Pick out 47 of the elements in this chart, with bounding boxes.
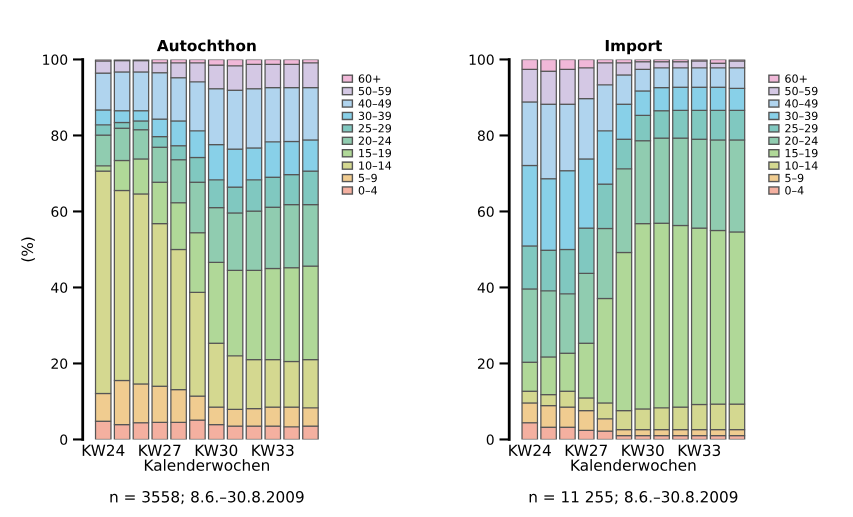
legend-label: 30–39 [785,112,818,120]
legend-label: 5–9 [358,174,377,182]
legend-label: 5–9 [785,174,804,182]
text: n = 3558; 8.6.–30.8.2009 [110,491,304,504]
x-tick-label: KW27 [139,444,180,456]
x-tick-label: KW30 [196,444,238,456]
legend-label: 10–14 [359,161,392,170]
x-tick-label: KW30 [622,444,664,456]
legend-label: 20–24 [785,136,818,145]
x-axis-title: Kalenderwochen [144,459,269,471]
legend-label: 30–39 [358,112,392,120]
text: n = 11 255; 8.6.–30.8.2009 [530,491,738,504]
legend-label: 50–59 [358,86,392,96]
legend-label: 0–4 [785,186,804,195]
x-axis-title: Kalenderwochen [571,459,696,471]
legend-label: 20–24 [358,136,392,145]
legend-label: 40–49 [358,99,392,108]
legend-label: 15–19 [786,148,818,158]
y-tick-label: 100 [470,54,494,65]
y-tick-label: 20 [51,358,68,369]
y-tick-label: 80 [478,130,494,141]
x-tick-label: KW24 [82,444,124,456]
chart-title: Autochthon [156,40,256,52]
x-tick-label: KW33 [678,444,720,456]
x-tick-label: KW24 [509,444,551,456]
x-tick-label: KW27 [566,444,607,456]
x-tick-label: KW33 [252,444,294,456]
y-tick-label: 20 [478,358,494,369]
legend-label: 60+ [785,74,807,83]
legend-label: 15–19 [359,148,392,158]
y-tick-label: 40 [478,282,494,293]
y-tick-label: 40 [51,282,68,293]
legend-label: 25–29 [785,124,818,132]
legend-label: 40–49 [785,99,818,108]
y-tick-label: 0 [486,434,494,445]
y-axis-title: (%) [21,238,35,262]
legend-label: 25–29 [358,124,392,132]
y-tick-label: 60 [51,206,68,217]
y-tick-label: 60 [478,206,494,217]
y-tick-label: 100 [43,54,68,65]
chart-title: Import [606,40,662,54]
y-tick-label: 0 [60,434,68,445]
legend-label: 60+ [358,74,380,83]
legend-label: 50–59 [785,86,818,96]
legend-label: 0–4 [358,186,378,195]
y-tick-label: 80 [51,130,68,141]
legend-label: 10–14 [786,161,818,170]
